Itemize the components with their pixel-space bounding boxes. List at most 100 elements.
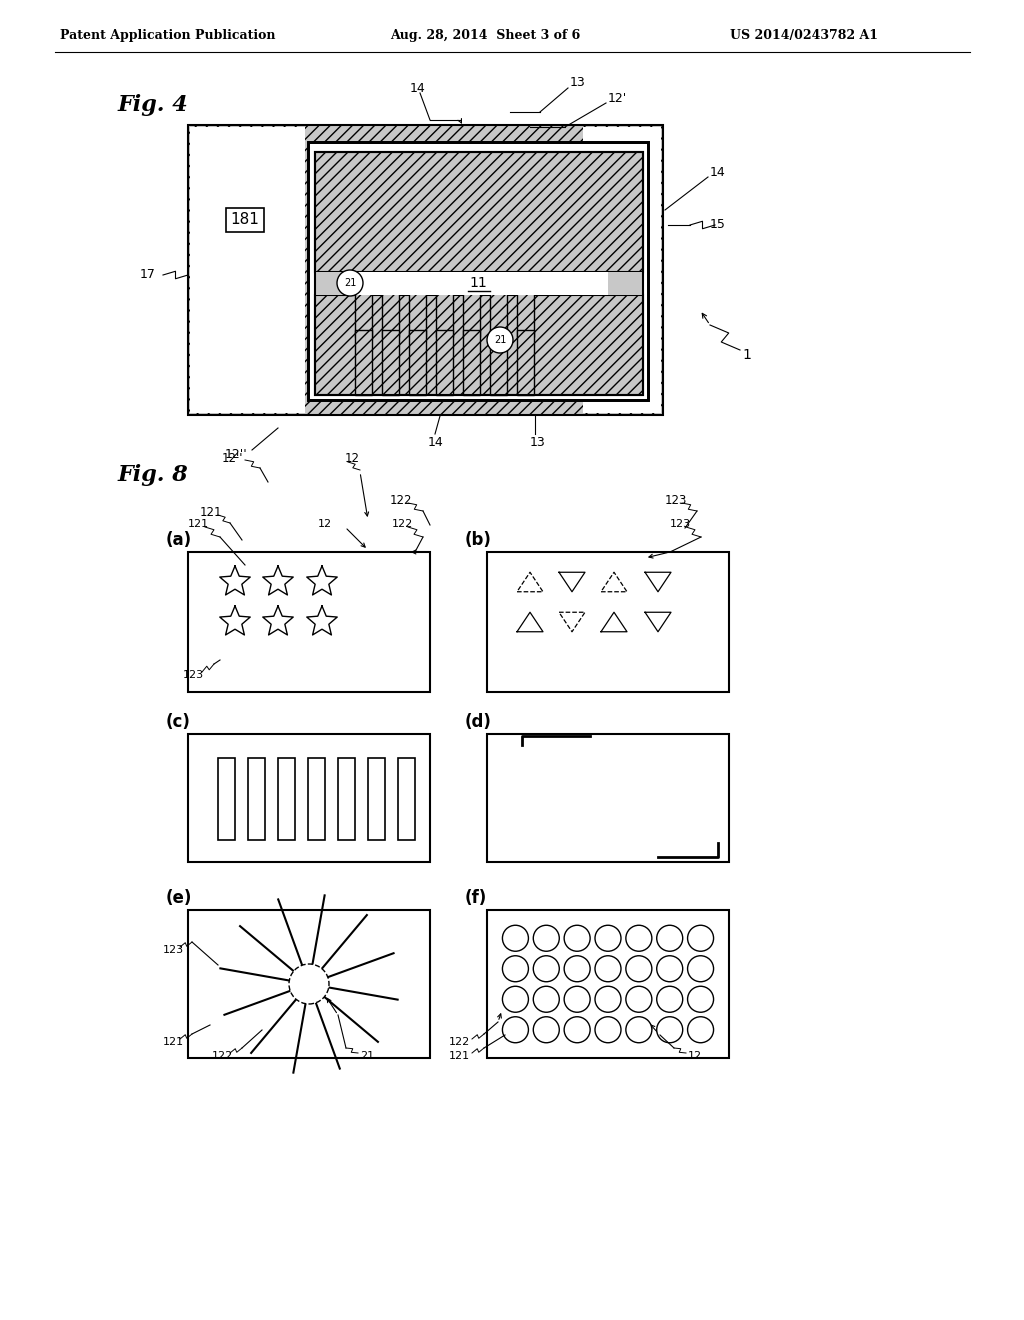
Circle shape [534,986,559,1012]
Circle shape [626,986,652,1012]
Text: 123: 123 [670,519,691,529]
Bar [409,330,426,395]
Text: 122: 122 [392,519,414,529]
Text: 21: 21 [360,1051,374,1061]
Circle shape [595,925,621,952]
Circle shape [687,1016,714,1043]
Bar [436,330,453,395]
Bar [368,758,385,840]
Bar [409,272,426,337]
Bar [188,909,430,1059]
Circle shape [564,1016,590,1043]
Bar [308,758,325,840]
Bar [248,758,265,840]
Text: 123: 123 [163,945,184,954]
Bar [188,125,663,414]
Bar [338,758,355,840]
Circle shape [656,1016,683,1043]
Bar [315,272,350,294]
Bar [188,734,430,862]
Bar [355,272,372,337]
Text: 11: 11 [469,276,486,290]
Bar [436,272,453,337]
Text: (c): (c) [166,713,190,731]
Text: 123: 123 [665,494,687,507]
Circle shape [564,986,590,1012]
Circle shape [656,956,683,982]
Bar [308,143,648,400]
Circle shape [595,986,621,1012]
Text: Fig. 4: Fig. 4 [118,94,188,116]
Text: 21: 21 [344,279,356,288]
Bar [487,909,729,1059]
Circle shape [687,956,714,982]
Circle shape [626,956,652,982]
Text: 15: 15 [710,219,726,231]
Bar [308,143,648,400]
Circle shape [503,986,528,1012]
Bar [315,152,643,395]
Bar [490,330,507,395]
Text: 21: 21 [494,335,506,345]
Text: US 2014/0243782 A1: US 2014/0243782 A1 [730,29,878,41]
Text: 122: 122 [390,494,413,507]
Text: (d): (d) [465,713,492,731]
Circle shape [687,986,714,1012]
Text: 17: 17 [140,268,156,281]
Bar [490,272,507,337]
Circle shape [503,956,528,982]
Text: 122: 122 [212,1051,233,1061]
Circle shape [656,986,683,1012]
Circle shape [534,956,559,982]
Text: 121: 121 [188,519,209,529]
Text: (b): (b) [465,531,492,549]
Bar [350,272,608,294]
Text: 122: 122 [449,1038,470,1047]
Bar [382,330,399,395]
Text: 12: 12 [345,451,360,465]
Circle shape [595,1016,621,1043]
Bar [382,272,399,337]
Circle shape [487,327,513,352]
Text: 1: 1 [742,348,751,362]
Text: 12: 12 [688,1051,702,1061]
Bar [608,272,643,294]
Bar [463,330,480,395]
Text: Patent Application Publication: Patent Application Publication [60,29,275,41]
Text: 121: 121 [163,1038,184,1047]
Text: Aug. 28, 2014  Sheet 3 of 6: Aug. 28, 2014 Sheet 3 of 6 [390,29,581,41]
Text: 12'': 12'' [225,449,248,462]
Bar [398,758,415,840]
Text: 121: 121 [449,1051,470,1061]
Text: (f): (f) [465,888,487,907]
Circle shape [534,1016,559,1043]
Text: 13: 13 [530,436,546,449]
Text: Fig. 8: Fig. 8 [118,465,188,486]
Bar [315,152,643,272]
Text: 12: 12 [318,519,332,529]
Text: 121: 121 [200,506,222,519]
Bar [517,330,534,395]
Text: 14: 14 [410,82,426,95]
Text: 123: 123 [183,671,204,680]
Text: (a): (a) [166,531,193,549]
Circle shape [337,271,362,296]
Text: 14: 14 [428,436,443,449]
Bar [315,294,643,395]
Bar [517,272,534,337]
Bar [278,758,295,840]
Bar [583,127,662,413]
Bar [463,272,480,337]
Circle shape [595,956,621,982]
Circle shape [564,956,590,982]
Circle shape [626,1016,652,1043]
Bar [188,552,430,692]
Bar [487,552,729,692]
Text: (e): (e) [166,888,193,907]
Circle shape [656,925,683,952]
Circle shape [626,925,652,952]
Circle shape [503,1016,528,1043]
Bar [190,127,305,413]
Circle shape [564,925,590,952]
Text: 13: 13 [570,77,586,90]
